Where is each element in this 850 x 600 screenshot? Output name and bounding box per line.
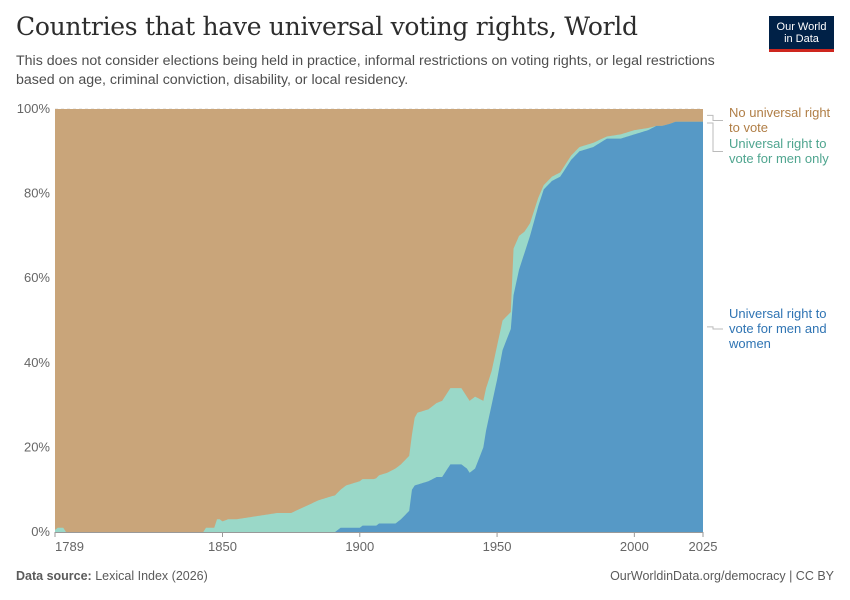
logo-line-1: Our World: [776, 21, 827, 33]
legend-universal-label: women: [728, 336, 771, 351]
legend-universal-label: vote for men and: [729, 321, 827, 336]
data-source-value[interactable]: Lexical Index (2026): [95, 569, 208, 583]
data-source-label: Data source:: [16, 569, 92, 583]
legend-no-universal-right-label: No universal right: [729, 105, 831, 120]
chart-title: Countries that have universal voting rig…: [16, 12, 638, 41]
x-axis: 1789 1850 1900 1950 2000 2025: [54, 532, 718, 554]
y-tick-label: 100%: [17, 101, 51, 116]
legend-men-only-label: vote for men only: [729, 151, 829, 166]
x-tick-label: 1900: [345, 539, 374, 554]
footer-link[interactable]: OurWorldinData.org/democracy | CC BY: [610, 569, 834, 583]
legend-men-only-connector: [707, 122, 723, 152]
chart-subtitle: This does not consider elections being h…: [16, 53, 715, 88]
y-tick-label: 20%: [24, 439, 50, 454]
chart-areas: [55, 109, 703, 532]
x-tick-label: 1950: [483, 539, 512, 554]
legend-no-universal-right-connector: [707, 114, 723, 121]
legend-men-only-label: Universal right to: [729, 136, 827, 151]
y-tick-label: 40%: [24, 355, 50, 370]
area-universal: [55, 121, 703, 532]
x-tick-label: 2025: [689, 539, 718, 554]
owid-logo[interactable]: Our World in Data: [769, 16, 834, 52]
legend-no-universal-right-label: to vote: [729, 120, 768, 135]
y-tick-label: 0%: [31, 524, 50, 539]
x-tick-label: 1789: [55, 539, 84, 554]
legend-universal-label: Universal right to: [729, 306, 827, 321]
y-axis: 0% 20% 40% 60% 80% 100%: [17, 101, 51, 539]
y-tick-label: 80%: [24, 186, 50, 201]
logo-line-2: in Data: [784, 33, 819, 45]
data-source: Data source: Lexical Index (2026): [16, 569, 208, 583]
legend-universal-connector: [707, 326, 723, 330]
y-tick-label: 60%: [24, 270, 50, 285]
x-tick-label: 1850: [208, 539, 237, 554]
x-tick-label: 2000: [620, 539, 649, 554]
